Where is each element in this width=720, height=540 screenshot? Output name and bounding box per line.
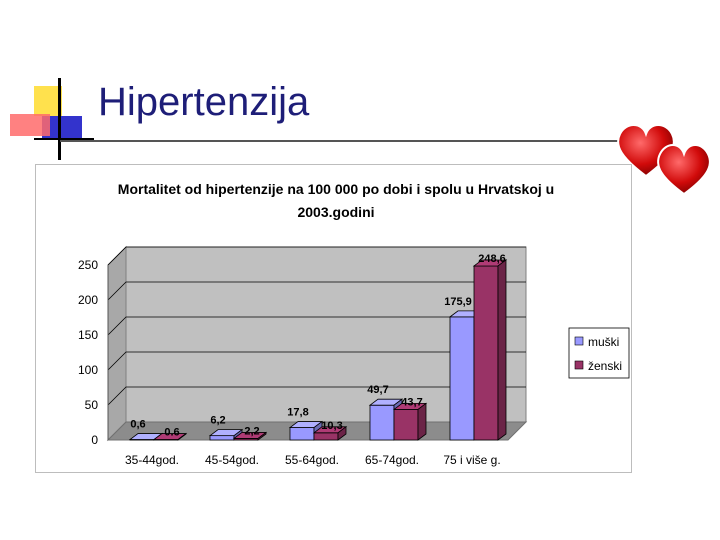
bar-ženski-3 — [392, 402, 428, 441]
data-label-muški-4: 175,9 — [444, 296, 472, 308]
data-label-muški-2: 17,8 — [287, 407, 308, 419]
legend-swatch-0 — [574, 336, 584, 346]
x-tick-label-0: 35-44god. — [125, 453, 179, 467]
bar-side — [177, 432, 187, 441]
y-tick-label-0: 0 — [91, 433, 98, 447]
data-label-ženski-4: 248,6 — [478, 253, 506, 265]
bar-ženski-4 — [472, 259, 508, 441]
legend-label-1: ženski — [588, 359, 622, 373]
x-tick-label-2: 55-64god. — [285, 453, 339, 467]
data-label-muški-3: 49,7 — [367, 384, 388, 396]
chart-title-line-1: Mortalitet od hipertenzije na 100 000 po… — [118, 181, 554, 197]
gridline-200 — [107, 281, 526, 301]
bar-front — [289, 427, 315, 441]
bar-front — [209, 435, 235, 441]
legend-swatch-1 — [574, 360, 584, 370]
data-label-muški-1: 6,2 — [210, 415, 225, 427]
bar-ženski-0 — [152, 432, 188, 441]
bar-side — [417, 402, 427, 441]
hearts-icon — [617, 124, 711, 196]
gridline-50 — [107, 386, 526, 406]
chart-title-line-2: 2003.godini — [297, 204, 374, 220]
bar-front — [313, 432, 339, 441]
chart-frame: Mortalitet od hipertenzije na 100 000 po… — [35, 164, 632, 473]
bar-chart: Mortalitet od hipertenzije na 100 000 po… — [78, 181, 630, 467]
bar-front — [393, 409, 419, 441]
slide-title: Hipertenzija — [98, 80, 310, 124]
x-tick-label-4: 75 i više g. — [443, 453, 500, 467]
bar-side — [257, 431, 267, 441]
y-tick-label-100: 100 — [78, 363, 98, 377]
legend-label-0: muški — [588, 335, 619, 349]
bar-side — [337, 425, 347, 441]
bar-front — [449, 316, 475, 441]
gridline-150 — [107, 316, 526, 336]
data-label-muški-0: 0,6 — [130, 419, 145, 431]
data-label-ženski-0: 0.6 — [164, 427, 179, 439]
bar-side — [497, 259, 507, 441]
bar-ženski-2 — [312, 425, 348, 441]
y-tick-label-250: 250 — [78, 258, 98, 272]
x-tick-label-3: 65-74god. — [365, 453, 419, 467]
gridline-100 — [107, 351, 526, 371]
y-tick-label-50: 50 — [85, 398, 99, 412]
bar-ženski-1 — [232, 431, 268, 441]
gridline-250 — [107, 246, 526, 266]
slide-logo-squares-icon — [10, 78, 94, 160]
data-label-ženski-2: 10,3 — [321, 420, 342, 432]
title-divider — [60, 140, 620, 142]
data-label-ženski-3: 43,7 — [401, 396, 422, 408]
bar-front — [473, 265, 499, 441]
x-tick-label-1: 45-54god. — [205, 453, 259, 467]
data-label-ženski-1: 2,2 — [244, 425, 259, 437]
bar-front — [369, 404, 395, 441]
y-tick-label-200: 200 — [78, 293, 98, 307]
chart-side-wall — [107, 245, 127, 442]
y-tick-label-150: 150 — [78, 328, 98, 342]
legend-box — [568, 327, 630, 379]
